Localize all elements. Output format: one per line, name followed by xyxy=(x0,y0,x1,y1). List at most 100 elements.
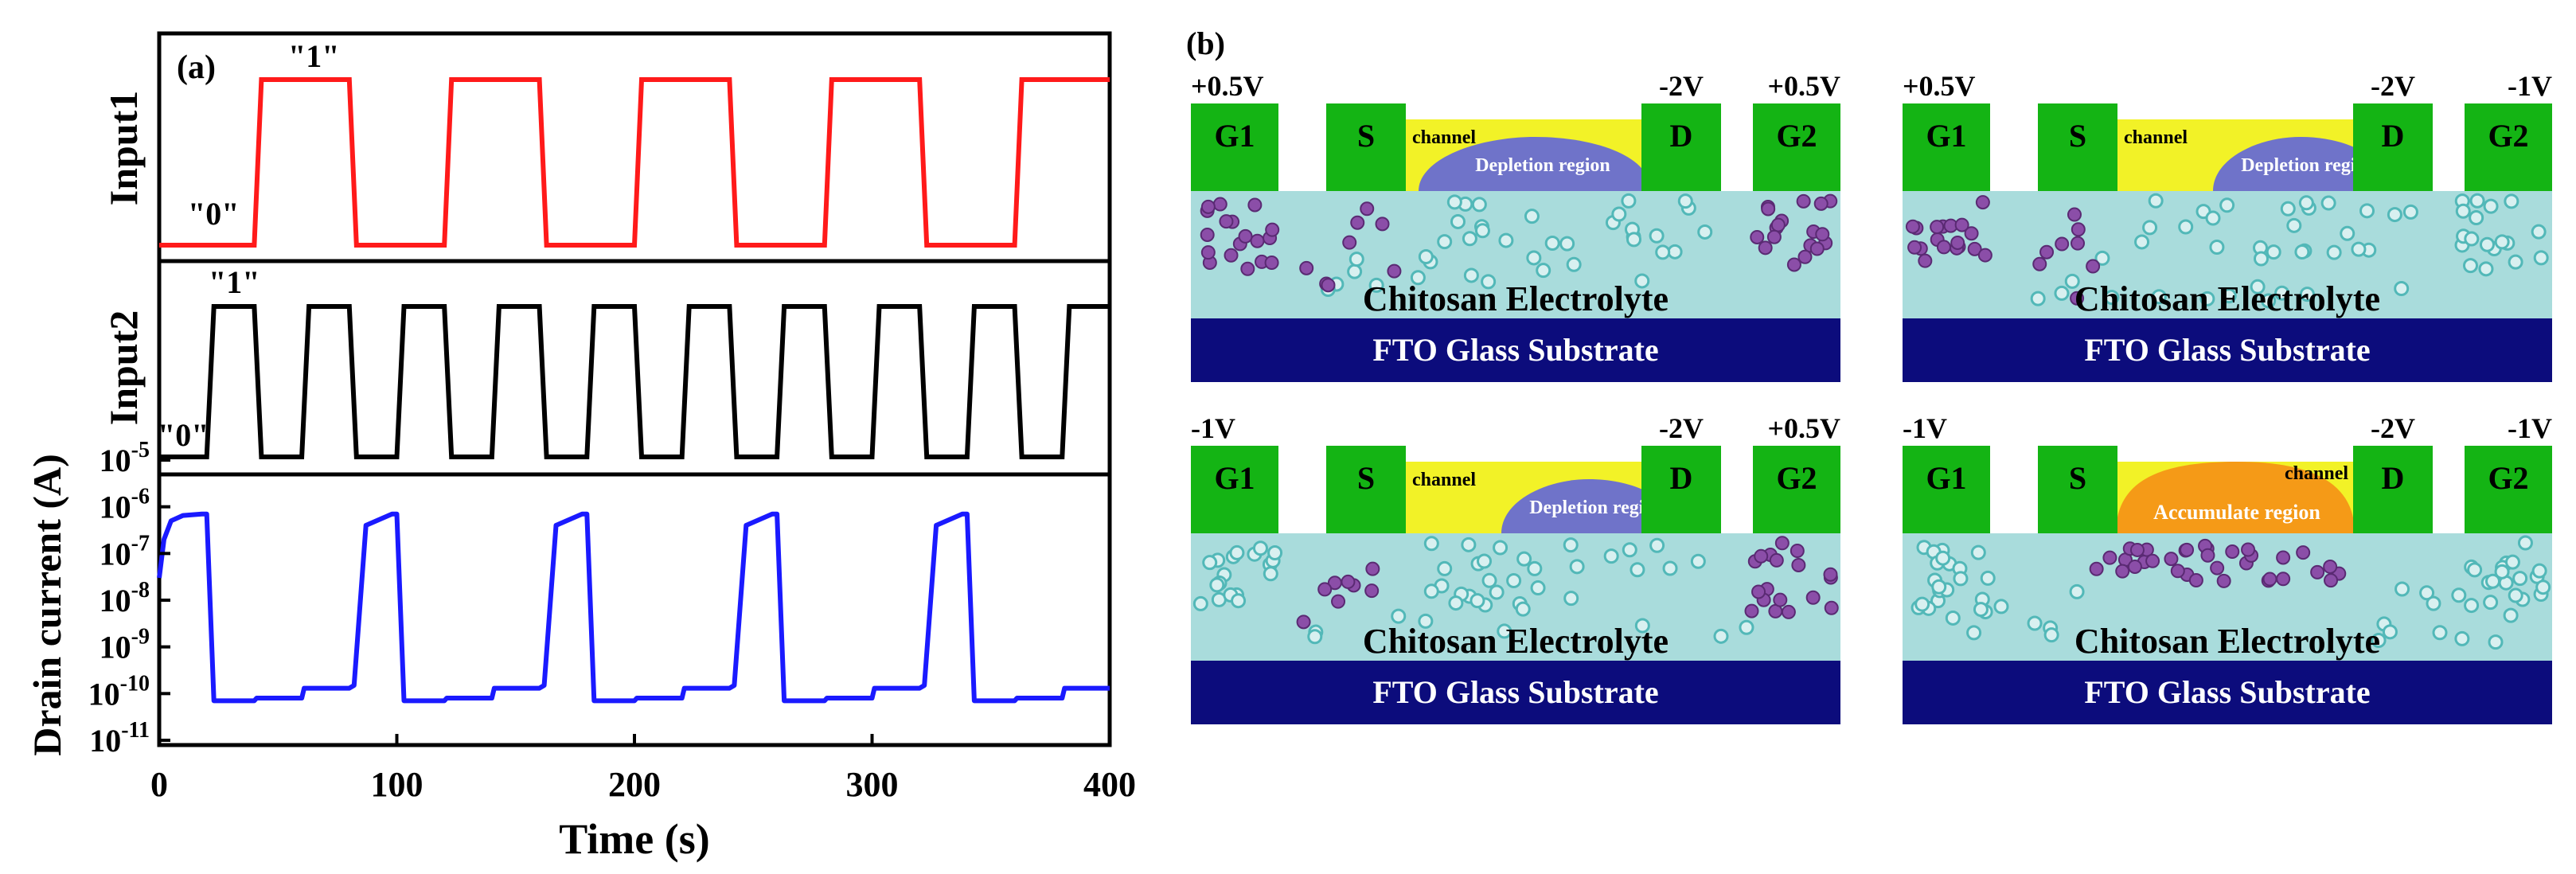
anion-marker xyxy=(1365,561,1380,576)
gate2-electrode-label: G2 xyxy=(1776,118,1817,154)
x-tick-label: 100 xyxy=(371,765,423,804)
anion-marker xyxy=(1797,249,1813,264)
source-electrode xyxy=(2038,446,2117,533)
cation-marker xyxy=(2464,231,2480,247)
gate1-electrode-label: G1 xyxy=(1214,460,1255,496)
anion-marker xyxy=(1954,217,1969,232)
channel-label: channel xyxy=(2124,127,2188,148)
anion-marker xyxy=(1317,582,1333,597)
input2-low-label: "0" xyxy=(158,417,209,453)
input1-trace xyxy=(159,77,1110,248)
depletion-region xyxy=(2213,137,2388,191)
cation-marker xyxy=(1229,544,1245,560)
ions xyxy=(1911,535,2551,650)
cation-marker xyxy=(2469,193,2485,209)
cation-marker xyxy=(1263,566,1278,582)
cation-marker xyxy=(1980,570,1996,586)
anion-marker xyxy=(1375,217,1390,232)
anion-marker xyxy=(1238,228,1253,244)
cation-marker xyxy=(1462,231,1477,247)
source-electrode xyxy=(1326,103,1406,191)
cation-marker xyxy=(2483,595,2499,611)
device-4: FTO Glass Substrate Accumulate region chan… xyxy=(1903,412,2552,724)
cation-marker xyxy=(1516,551,1532,567)
drain-voltage: -2V xyxy=(1659,412,1704,444)
cation-marker xyxy=(1526,250,1542,266)
channel-label: channel xyxy=(1412,127,1476,148)
cation-marker xyxy=(2209,240,2225,256)
cation-marker xyxy=(1437,560,1453,576)
y-axis-ticks: 10-5 10-6 10-7 10-8 10-9 10-10 10-11 xyxy=(88,438,170,759)
anion-marker xyxy=(2210,560,2225,576)
g2-voltage: -1V xyxy=(2508,412,2552,444)
cation-marker xyxy=(1463,267,1479,283)
cation-marker xyxy=(2531,224,2547,240)
anion-marker xyxy=(1791,557,1806,572)
gate1-electrode xyxy=(1903,446,1990,533)
anion-marker xyxy=(2225,544,2240,560)
panel-b-label: (b) xyxy=(1186,25,1225,61)
cation-marker xyxy=(1493,540,1509,556)
cation-marker xyxy=(1662,560,1678,576)
substrate-label: FTO Glass Substrate xyxy=(1372,674,1658,710)
cation-marker xyxy=(1477,553,1493,569)
cation-marker xyxy=(1611,206,1627,222)
cation-marker xyxy=(2299,287,2315,302)
anion-marker xyxy=(1930,220,1945,235)
gate2-electrode xyxy=(2465,103,2552,191)
panel-b: (b) FTO Glass Substrate Depletion region c… xyxy=(1186,25,2552,724)
cation-marker xyxy=(1630,562,1645,578)
cation-marker xyxy=(1667,244,1683,259)
cation-marker xyxy=(2394,280,2410,296)
anion-marker xyxy=(1750,229,1765,244)
anion-marker xyxy=(1296,615,1311,630)
anion-marker xyxy=(1264,256,1279,271)
cation-marker xyxy=(2205,210,2221,226)
anion-marker xyxy=(2180,542,2195,557)
input1-low-label: "0" xyxy=(188,196,239,232)
cation-marker xyxy=(2104,290,2120,306)
cation-marker xyxy=(2535,579,2551,595)
drain-electrode-label: D xyxy=(1670,118,1693,154)
cation-marker xyxy=(2064,273,2080,289)
cation-marker xyxy=(1498,232,1514,248)
cation-marker xyxy=(1461,536,1477,552)
cation-marker xyxy=(1474,223,1490,239)
cation-marker xyxy=(1231,593,1247,609)
anion-marker xyxy=(2170,564,2185,579)
cation-marker xyxy=(1935,550,1951,566)
source-electrode-label: S xyxy=(1357,118,1375,154)
source-electrode xyxy=(1326,446,1406,533)
anion-marker xyxy=(1905,219,1920,234)
cation-marker xyxy=(1544,235,1560,251)
anion-marker xyxy=(2127,559,2142,574)
cation-marker xyxy=(2286,217,2302,233)
cation-marker xyxy=(1945,610,1961,626)
anion-marker xyxy=(2164,552,2179,567)
cation-marker xyxy=(1536,263,1551,279)
cation-marker xyxy=(2043,627,2059,643)
cation-marker xyxy=(1481,572,1497,588)
anion-marker xyxy=(1774,536,1790,551)
anion-marker xyxy=(2039,244,2055,259)
anion-marker xyxy=(1754,548,1769,564)
anion-marker xyxy=(1200,245,1216,260)
anion-marker xyxy=(2324,573,2339,588)
cation-marker xyxy=(2148,193,2164,209)
cation-marker xyxy=(2483,198,2499,214)
gate2-electrode-label: G2 xyxy=(2488,460,2528,496)
cation-marker xyxy=(2266,244,2281,260)
cation-marker xyxy=(2326,244,2342,260)
cation-marker xyxy=(1566,256,1582,272)
ions xyxy=(1200,193,1838,298)
cation-marker xyxy=(1471,197,1487,213)
anion-marker xyxy=(1387,263,1402,279)
cation-marker xyxy=(1446,194,1462,210)
anion-marker xyxy=(1219,214,1234,229)
cation-marker xyxy=(1690,553,1706,569)
cation-marker xyxy=(1348,252,1364,267)
cation-marker xyxy=(1527,560,1543,576)
cation-marker xyxy=(1524,209,1540,224)
